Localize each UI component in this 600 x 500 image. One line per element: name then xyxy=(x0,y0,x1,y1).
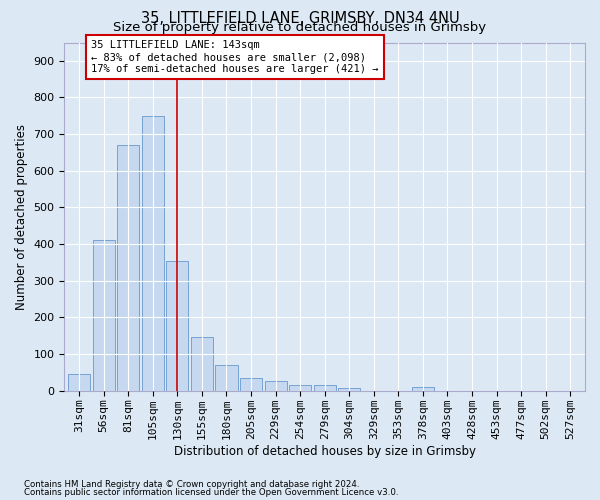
Bar xyxy=(338,388,361,391)
Bar xyxy=(265,381,287,391)
X-axis label: Distribution of detached houses by size in Grimsby: Distribution of detached houses by size … xyxy=(174,444,476,458)
Bar xyxy=(412,387,434,391)
Bar xyxy=(142,116,164,391)
Bar xyxy=(68,374,90,391)
Text: Contains HM Land Registry data © Crown copyright and database right 2024.: Contains HM Land Registry data © Crown c… xyxy=(24,480,359,489)
Bar xyxy=(215,365,238,391)
Text: 35, LITTLEFIELD LANE, GRIMSBY, DN34 4NU: 35, LITTLEFIELD LANE, GRIMSBY, DN34 4NU xyxy=(140,11,460,26)
Text: 35 LITTLEFIELD LANE: 143sqm
← 83% of detached houses are smaller (2,098)
17% of : 35 LITTLEFIELD LANE: 143sqm ← 83% of det… xyxy=(91,40,379,74)
Bar xyxy=(314,384,336,391)
Text: Size of property relative to detached houses in Grimsby: Size of property relative to detached ho… xyxy=(113,21,487,34)
Bar xyxy=(191,336,213,391)
Bar xyxy=(240,378,262,391)
Bar xyxy=(117,145,139,391)
Y-axis label: Number of detached properties: Number of detached properties xyxy=(15,124,28,310)
Bar xyxy=(92,240,115,391)
Text: Contains public sector information licensed under the Open Government Licence v3: Contains public sector information licen… xyxy=(24,488,398,497)
Bar xyxy=(166,260,188,391)
Bar xyxy=(289,384,311,391)
